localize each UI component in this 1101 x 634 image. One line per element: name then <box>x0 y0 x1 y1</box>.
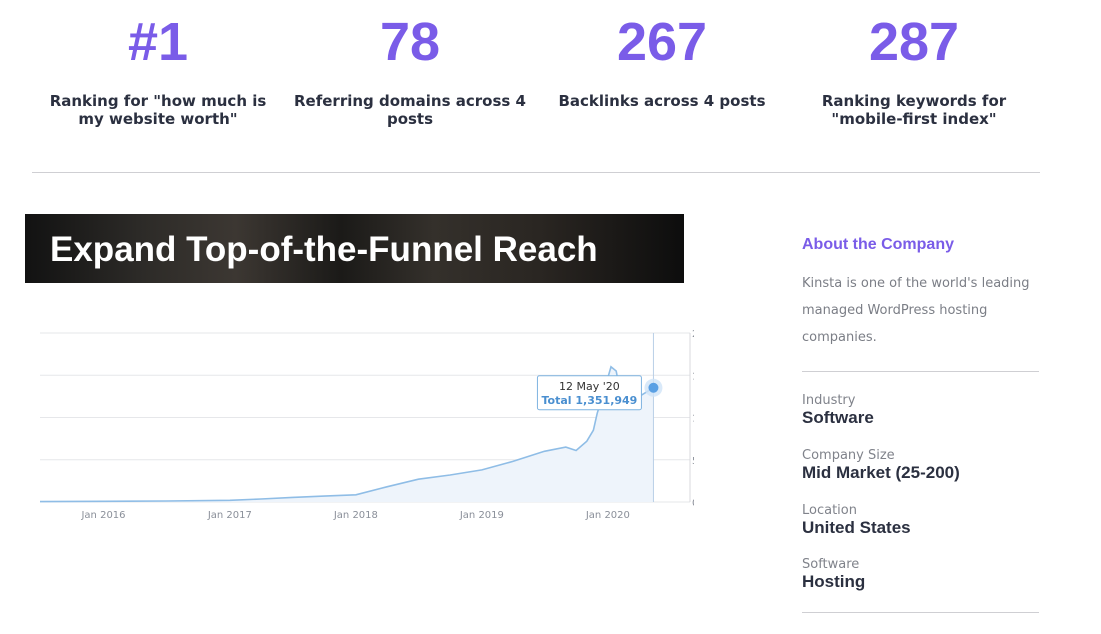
industry-label: Industry <box>802 393 856 408</box>
x-tick-label: Jan 2020 <box>585 510 630 521</box>
company-size-value: Mid Market (25-200) <box>802 463 960 482</box>
traffic-chart: 0 500K 1M 1.5M 2.0M Jan 2016 Jan 2017 Jan 2018 J… <box>39 329 694 521</box>
industry-value: Software <box>802 408 874 427</box>
section-banner: Expand Top-of-the-Funnel Reach <box>25 214 684 283</box>
tooltip-date: 12 May '20 <box>559 380 620 393</box>
y-tick-label: 2.0M <box>692 329 694 340</box>
series-area <box>40 366 654 502</box>
company-size-label: Company Size <box>802 448 895 463</box>
tooltip-box <box>536 375 642 411</box>
stats-divider <box>32 172 1040 173</box>
stat-value: 287 <box>868 12 960 72</box>
stat-value: 78 <box>379 12 441 72</box>
stat-label: Backlinks across 4 posts <box>558 92 766 110</box>
tooltip-total: Total 1,351,949 <box>542 394 638 407</box>
x-tick-label: Jan 2016 <box>80 510 125 521</box>
x-tick-label: Jan 2018 <box>333 510 378 521</box>
stat-value: 267 <box>616 12 708 72</box>
sidebar-bottom-divider <box>802 612 1039 613</box>
about-title: About the Company <box>802 236 954 253</box>
stats-row: #1 Ranking for "how much is my website w… <box>32 0 1040 172</box>
software-value: Hosting <box>802 572 866 591</box>
stat-value: #1 <box>127 12 189 72</box>
x-tick-label: Jan 2017 <box>207 510 252 521</box>
stat-label: Referring domains across 4 posts <box>294 92 526 128</box>
stat-label: Ranking keywords for "mobile-first index… <box>821 92 1007 128</box>
y-tick-label: 0 <box>692 498 694 509</box>
banner-title: Expand Top-of-the-Funnel Reach <box>50 230 598 269</box>
x-tick-label: Jan 2019 <box>459 510 504 521</box>
stat-label: Ranking for "how much is my website wort… <box>49 92 267 128</box>
location-label: Location <box>802 503 857 518</box>
sidebar-divider <box>802 371 1039 372</box>
y-tick-label: 500K <box>692 456 694 467</box>
location-value: United States <box>802 518 911 537</box>
y-tick-label: 1M <box>692 414 694 425</box>
about-text: Kinsta is one of the world's leading man… <box>802 276 1030 345</box>
software-label: Software <box>802 557 860 572</box>
data-point-marker <box>648 382 659 393</box>
series-line <box>39 365 654 503</box>
y-tick-label: 1.5M <box>692 371 694 382</box>
